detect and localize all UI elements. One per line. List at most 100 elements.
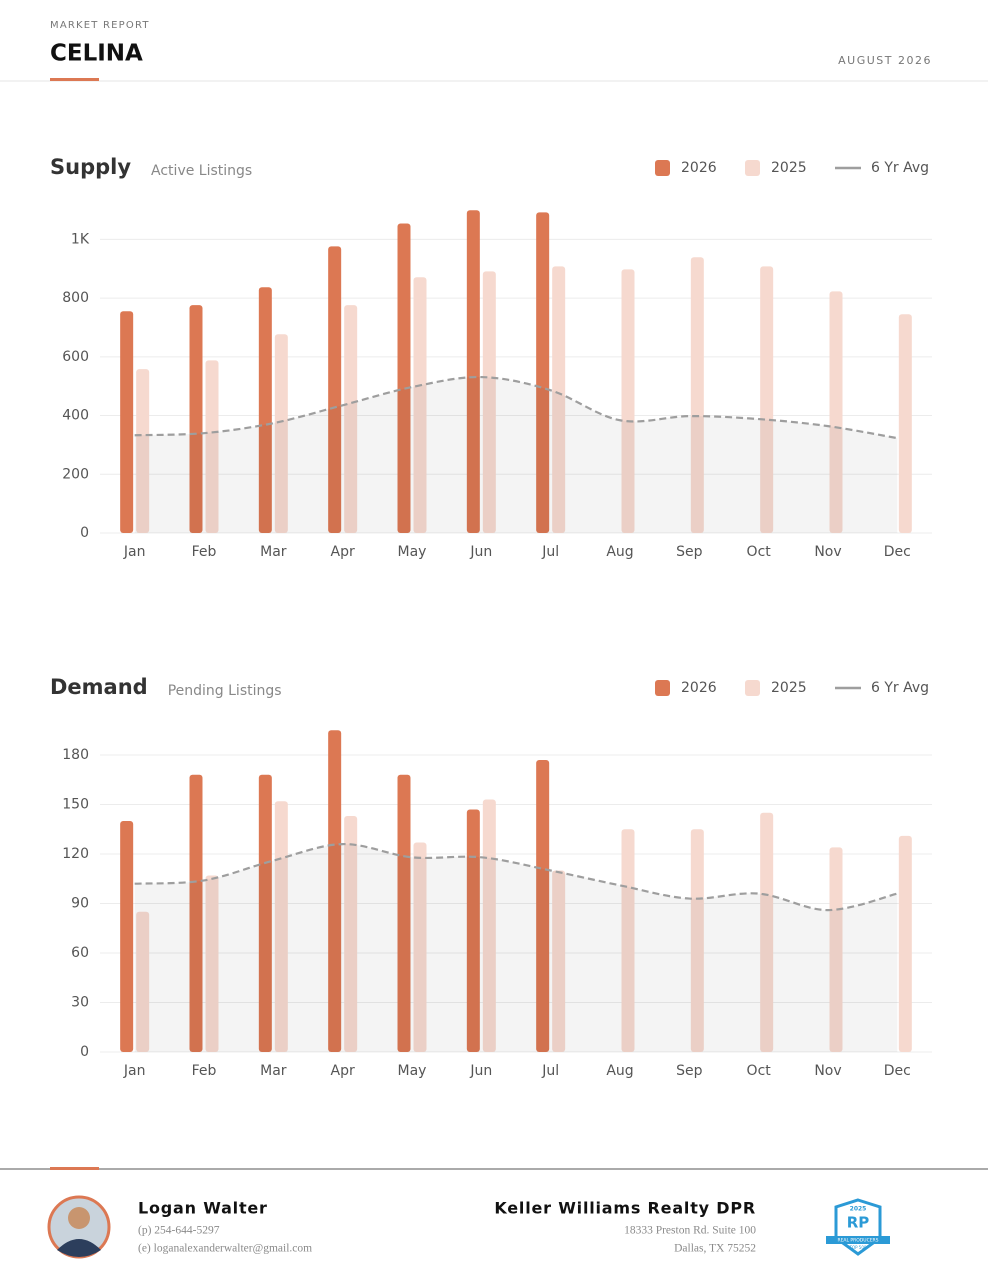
bar	[690, 257, 704, 533]
bar	[136, 369, 150, 533]
bar	[274, 801, 288, 1052]
legend-label: 2026	[681, 160, 717, 176]
bar	[898, 835, 912, 1052]
y-tick-label: 800	[62, 290, 89, 306]
x-tick-label: Mar	[260, 1063, 287, 1079]
y-tick-label: 400	[62, 408, 89, 424]
bar	[120, 311, 134, 533]
x-tick-label: Feb	[192, 544, 217, 560]
badge-line1: REAL PRODUCERS	[837, 1238, 878, 1244]
bar	[189, 774, 203, 1052]
x-tick-label: Aug	[606, 544, 633, 560]
bar	[621, 269, 635, 533]
x-tick-label: Sep	[676, 544, 703, 560]
bar	[205, 875, 219, 1052]
x-tick-label: Jul	[541, 544, 559, 560]
y-tick-label: 150	[62, 797, 89, 813]
footer-accent	[50, 1167, 99, 1170]
bar	[536, 212, 550, 533]
bar	[328, 246, 342, 534]
x-tick-label: Feb	[192, 1063, 217, 1079]
y-tick-label: 120	[62, 846, 89, 862]
city-title: CELINA	[50, 41, 143, 67]
chart: Demand Pending Listings 2026 2025 6 Yr Avg 0 3…	[50, 675, 932, 1079]
bar	[413, 277, 427, 533]
badge: 2025 RP REAL PRODUCERS TOP 500	[826, 1198, 890, 1256]
brokerage-city: Dallas, TX 75252	[674, 1243, 756, 1255]
y-tick-label: 180	[62, 747, 89, 763]
x-tick-label: Jan	[123, 544, 146, 560]
legend-swatch	[655, 160, 670, 176]
avg-area	[134, 844, 898, 1052]
x-tick-label: May	[398, 544, 427, 560]
bar	[482, 799, 496, 1052]
bar	[760, 266, 774, 533]
badge-year: 2025	[850, 1206, 867, 1213]
agent-name: Logan Walter	[138, 1199, 268, 1218]
bar	[552, 870, 566, 1052]
brokerage-address: 18333 Preston Rd. Suite 100	[624, 1225, 756, 1237]
bar	[344, 305, 358, 533]
avg-line	[134, 375, 898, 440]
agent-phone: (p) 254-644-5297	[138, 1225, 220, 1237]
x-tick-label: Dec	[884, 544, 911, 560]
bar	[344, 816, 358, 1052]
y-tick-label: 0	[80, 1044, 89, 1060]
chart-title: Supply	[50, 155, 131, 179]
legend-swatch	[745, 680, 760, 696]
legend-label: 2025	[771, 680, 807, 696]
legend-label: 2025	[771, 160, 807, 176]
bar	[205, 360, 219, 533]
legend-label: 6 Yr Avg	[871, 160, 929, 176]
eyebrow: MARKET REPORT	[50, 20, 150, 31]
x-tick-label: Jan	[123, 1063, 146, 1079]
bar	[552, 266, 566, 533]
bar	[466, 210, 480, 533]
bar	[328, 730, 342, 1052]
agent-photo-face	[68, 1207, 90, 1229]
x-tick-label: Apr	[331, 544, 355, 560]
x-tick-label: Nov	[814, 1063, 841, 1079]
x-tick-label: Sep	[676, 1063, 703, 1079]
bar	[829, 847, 843, 1052]
bar	[690, 829, 704, 1052]
report-date: AUGUST 2026	[838, 54, 932, 67]
legend-label: 2026	[681, 680, 717, 696]
x-tick-label: Jul	[541, 1063, 559, 1079]
chart-title: Demand	[50, 675, 148, 699]
agent-email: (e) loganalexanderwalter@gmail.com	[138, 1243, 312, 1255]
x-tick-label: Oct	[747, 1063, 772, 1079]
agent-photo-body	[57, 1239, 101, 1257]
badge-line2: TOP 500	[849, 1245, 867, 1250]
x-tick-label: Nov	[814, 544, 841, 560]
avg-line	[134, 842, 898, 912]
bar	[189, 305, 203, 533]
x-tick-label: Jun	[469, 544, 492, 560]
y-tick-label: 0	[80, 525, 89, 541]
y-tick-label: 200	[62, 466, 89, 482]
bar	[621, 829, 635, 1052]
y-tick-label: 600	[62, 349, 89, 365]
bar	[274, 334, 288, 533]
badge-mark: RP	[847, 1214, 870, 1232]
avg-area	[134, 377, 898, 533]
x-tick-label: Dec	[884, 1063, 911, 1079]
badge-ribbon	[826, 1236, 890, 1244]
legend-label: 6 Yr Avg	[871, 680, 929, 696]
bar	[760, 812, 774, 1052]
bar	[898, 314, 912, 533]
x-tick-label: Oct	[747, 544, 772, 560]
y-tick-label: 1K	[71, 231, 90, 247]
x-tick-label: Apr	[331, 1063, 355, 1079]
bar	[120, 821, 134, 1052]
chart: Supply Active Listings 2026 2025 6 Yr Avg 0 20…	[50, 155, 932, 560]
bar	[466, 809, 480, 1052]
legend-swatch	[655, 680, 670, 696]
bar	[536, 759, 550, 1052]
y-tick-label: 30	[71, 995, 89, 1011]
bar	[829, 291, 843, 533]
bar	[482, 271, 496, 533]
chart-subtitle: Active Listings	[151, 163, 252, 179]
